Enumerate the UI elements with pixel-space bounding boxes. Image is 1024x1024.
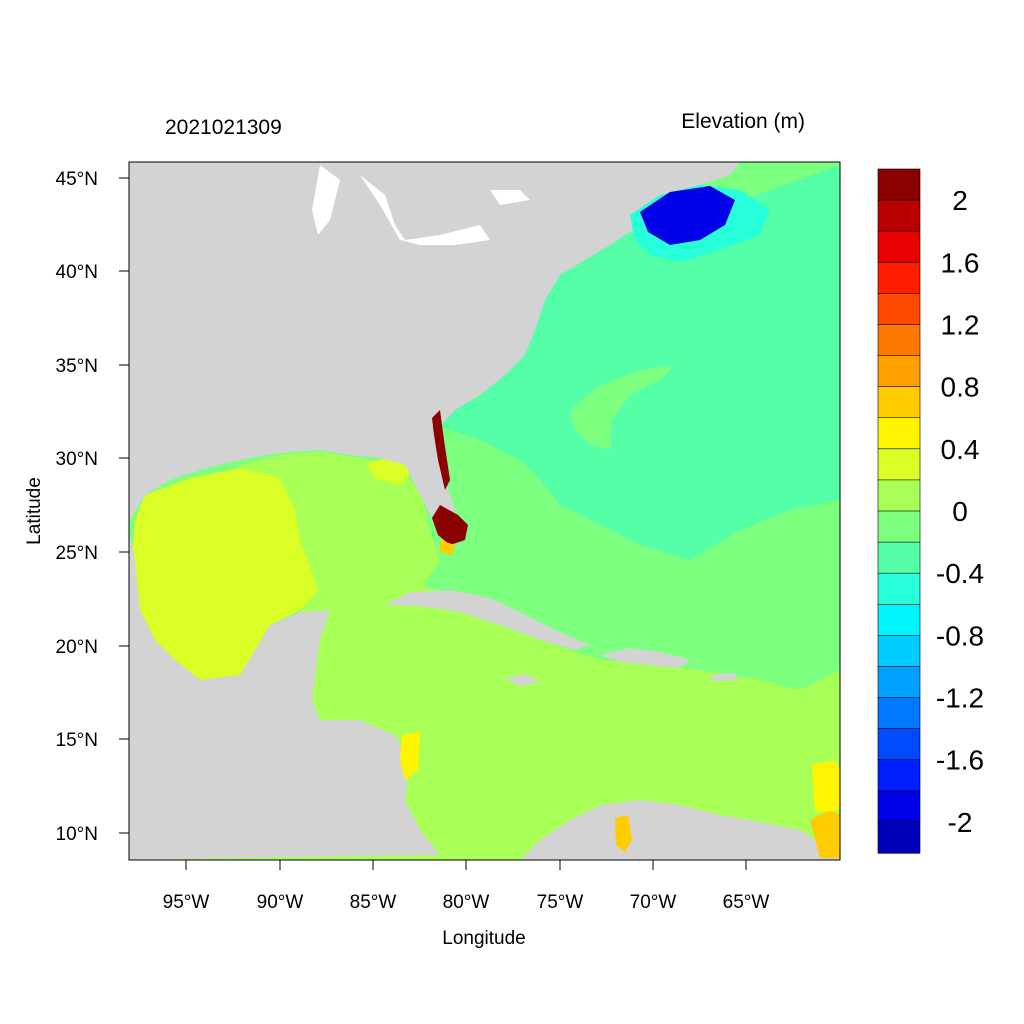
colorbar-label: 2 [952, 185, 968, 216]
colorbar-swatch [877, 261, 921, 294]
colorbar-swatch [877, 230, 921, 263]
atlantic-southwest-patch [540, 480, 600, 590]
longitude-axis: 95°W 90°W 85°W 80°W 75°W 70°W 65°W [163, 860, 770, 913]
colorbar-label: 0.8 [941, 372, 980, 403]
map-title: Elevation (m) [681, 110, 805, 133]
y-axis-title: Latitude [24, 477, 45, 545]
lat-tick-label: 10°N [56, 824, 98, 845]
lat-tick-label: 40°N [56, 262, 98, 283]
colorbar-swatch [877, 697, 921, 730]
lat-tick-label: 20°N [56, 637, 98, 658]
colorbar-label: 1.2 [941, 310, 980, 341]
lat-tick-label: 15°N [56, 730, 98, 751]
lat-tick-label: 45°N [56, 169, 98, 190]
lat-tick-label: 30°N [56, 449, 98, 470]
florida-bight [365, 458, 412, 485]
southeast-coast-fringe [432, 410, 450, 490]
colorbar-label: -0.8 [936, 620, 984, 651]
colorbar-label: 0 [952, 496, 968, 527]
colorbar-label: -0.4 [936, 558, 984, 589]
jamaica-land [505, 674, 540, 686]
colorbar-swatch [877, 572, 921, 605]
mexico-central-america-land [129, 530, 440, 860]
map-plot-area [129, 162, 840, 860]
colorbar-swatch [877, 603, 921, 636]
colorbar-label: 0.4 [941, 434, 980, 465]
colorbar-swatch [877, 448, 921, 481]
lon-tick-label: 90°W [257, 892, 304, 913]
colorbar-swatch [877, 417, 921, 450]
lon-tick-label: 70°W [630, 892, 677, 913]
colorbar [877, 168, 921, 854]
atlantic-northwest-band [430, 165, 840, 560]
gulf-of-mexico-west [132, 468, 318, 680]
atlantic-green-patch [570, 365, 675, 450]
colorbar-swatch [877, 821, 921, 854]
colorbar-swatch [877, 168, 921, 201]
colorbar-swatch [877, 386, 921, 419]
lon-tick-label: 80°W [443, 892, 490, 913]
lon-tick-label: 85°W [350, 892, 397, 913]
florida-keys-warm [440, 540, 455, 555]
lake-maracaibo-warm [615, 815, 632, 852]
gulf-of-maine-low [640, 186, 735, 245]
colorbar-swatch [877, 510, 921, 543]
colorbar-swatch [877, 199, 921, 232]
colorbar-labels: 2 1.6 1.2 0.8 0.4 0 -0.4 -0.8 -1.2 -1.6 -2 [936, 185, 984, 838]
colorbar-label: -1.2 [936, 683, 984, 714]
colorbar-swatch [877, 355, 921, 388]
lon-tick-label: 65°W [723, 892, 770, 913]
colorbar-swatch [877, 666, 921, 699]
colorbar-label: -2 [948, 807, 973, 838]
colorbar-swatch [877, 479, 921, 512]
northeast-south-america-warm [810, 810, 840, 858]
colorbar-swatch [877, 293, 921, 326]
south-florida-surge [432, 505, 468, 545]
hispaniola-land [600, 648, 690, 668]
colorbar-swatch [877, 790, 921, 823]
colorbar-swatch [877, 635, 921, 668]
colorbar-swatch [877, 541, 921, 574]
timestamp-label: 2021021309 [165, 116, 282, 139]
colorbar-swatch [877, 728, 921, 761]
lat-tick-label: 35°N [56, 356, 98, 377]
lesser-antilles-warm [812, 760, 840, 812]
central-america-coast-warm [400, 732, 420, 780]
plot-frame [128, 161, 841, 861]
north-america-land [129, 162, 740, 540]
lon-tick-label: 95°W [163, 892, 210, 913]
colorbar-swatch [877, 759, 921, 792]
x-axis-title: Longitude [442, 928, 525, 949]
latitude-axis: 45°N 40°N 35°N 30°N 25°N 20°N 15°N 10°N [56, 169, 129, 845]
lon-tick-label: 75°W [537, 892, 584, 913]
colorbar-label: 1.6 [941, 247, 980, 278]
colorbar-swatch [877, 324, 921, 357]
south-america-land [520, 800, 840, 860]
puerto-rico-land [710, 673, 738, 681]
colorbar-label: -1.6 [936, 745, 984, 776]
lat-tick-label: 25°N [56, 543, 98, 564]
cuba-land [385, 590, 590, 650]
